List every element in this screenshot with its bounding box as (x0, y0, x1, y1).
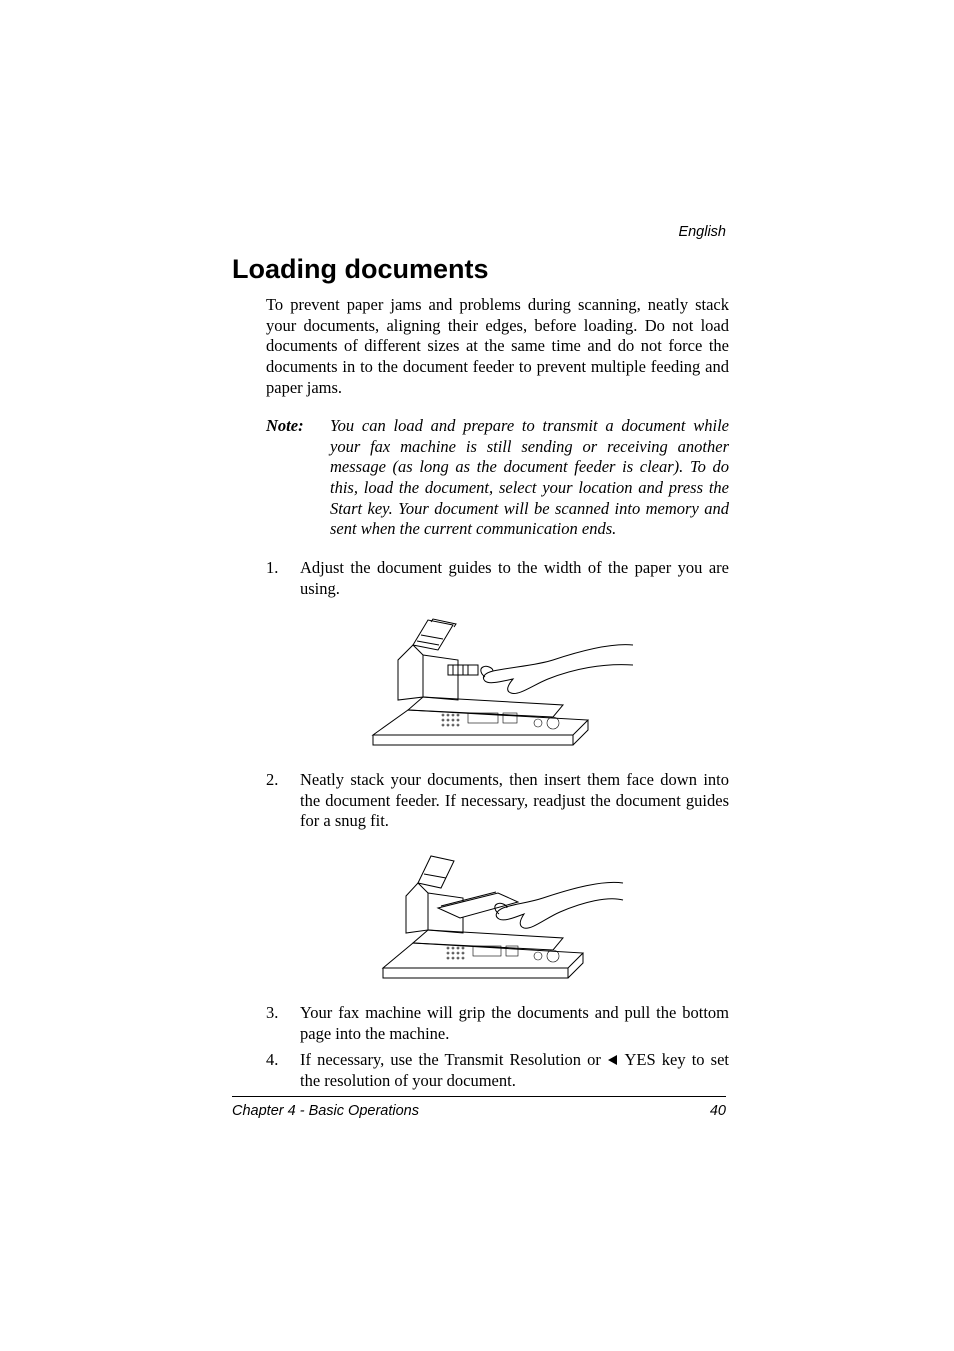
left-triangle-icon (607, 1054, 619, 1066)
page-heading: Loading documents (232, 254, 729, 285)
footer-page-number: 40 (710, 1103, 726, 1119)
page-footer: Chapter 4 - Basic Operations 40 (232, 1103, 726, 1119)
body-block: To prevent paper jams and problems durin… (232, 295, 729, 1092)
step-2: 2. Neatly stack your documents, then ins… (266, 770, 729, 832)
document-page: English Loading documents To prevent pap… (0, 0, 954, 1351)
fax-illustration-icon (368, 838, 628, 988)
note-block: Note: You can load and prepare to transm… (266, 416, 729, 540)
footer-rule (232, 1096, 726, 1097)
step-text: Your fax machine will grip the documents… (300, 1003, 729, 1044)
step-text: Neatly stack your documents, then insert… (300, 770, 729, 832)
step-number: 2. (266, 770, 300, 832)
step-1: 1. Adjust the document guides to the wid… (266, 558, 729, 599)
fax-illustration-icon (353, 605, 643, 755)
intro-paragraph: To prevent paper jams and problems durin… (266, 295, 729, 398)
note-label: Note: (266, 416, 330, 540)
step-3: 3. Your fax machine will grip the docume… (266, 1003, 729, 1044)
step-number: 3. (266, 1003, 300, 1044)
language-label: English (678, 224, 726, 240)
note-text: You can load and prepare to transmit a d… (330, 416, 729, 540)
figure-2 (266, 838, 729, 993)
step-number: 4. (266, 1050, 300, 1091)
step-4-text-before: If necessary, use the Transmit Resolutio… (300, 1050, 607, 1069)
step-text: Adjust the document guides to the width … (300, 558, 729, 599)
footer-chapter: Chapter 4 - Basic Operations (232, 1103, 419, 1119)
figure-1 (266, 605, 729, 760)
step-text: If necessary, use the Transmit Resolutio… (300, 1050, 729, 1091)
step-number: 1. (266, 558, 300, 599)
step-4: 4. If necessary, use the Transmit Resolu… (266, 1050, 729, 1091)
